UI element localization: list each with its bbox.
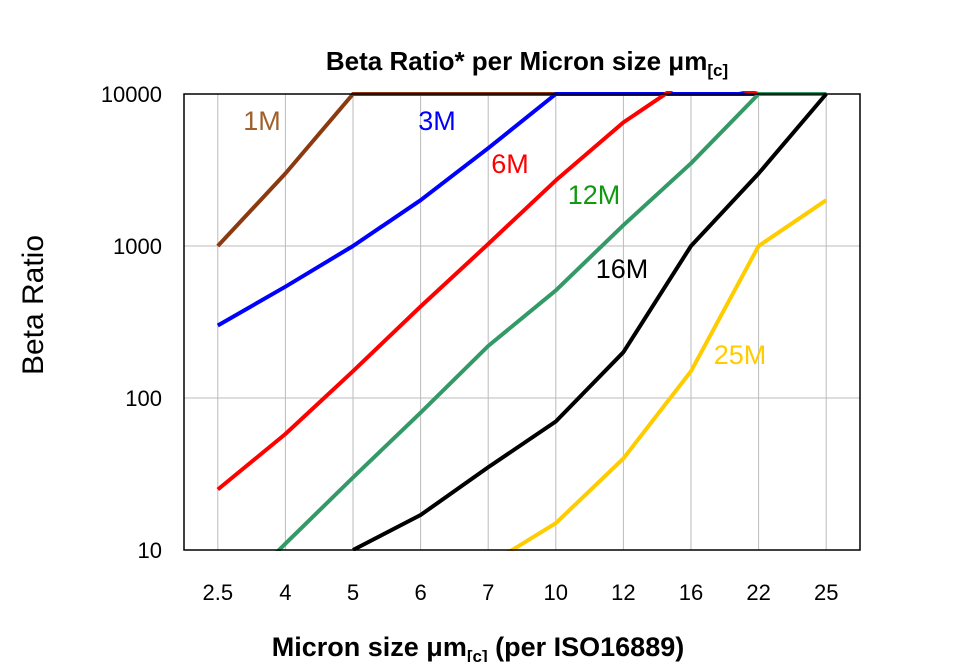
x-tick-labels: 2.5 4 5 6 7 10 12 16 22 25 xyxy=(203,580,839,605)
series-line-6M xyxy=(216,91,827,492)
y-tick-label: 100 xyxy=(125,386,162,411)
chart-title: Beta Ratio* per Micron size μm[c] xyxy=(326,46,728,80)
y-tick-label: 1000 xyxy=(113,234,162,259)
x-tick-label: 25 xyxy=(814,580,838,605)
x-tick-label: 5 xyxy=(347,580,359,605)
series-label-1M: 1M xyxy=(243,106,281,136)
x-tick-label: 7 xyxy=(482,580,494,605)
series-label-3M: 3M xyxy=(418,106,456,136)
series-label-6M: 6M xyxy=(491,149,529,179)
x-tick-label: 4 xyxy=(279,580,291,605)
x-tick-label: 22 xyxy=(746,580,770,605)
series-line-16M xyxy=(352,92,828,551)
plot-frame xyxy=(183,93,861,551)
y-tick-label: 10000 xyxy=(101,82,162,107)
series-label-12M: 12M xyxy=(568,180,621,210)
x-axis-label: Micron size μm[c] (per ISO16889) xyxy=(272,632,684,662)
y-tick-label: 10 xyxy=(138,538,162,563)
x-tick-label: 10 xyxy=(544,580,568,605)
x-tick-label: 12 xyxy=(611,580,635,605)
series-line-12M xyxy=(275,92,827,551)
series-label-16M: 16M xyxy=(596,254,649,284)
y-tick-labels: 10 100 1000 10000 xyxy=(101,82,162,563)
series-label-25M: 25M xyxy=(714,340,767,370)
x-tick-label: 6 xyxy=(414,580,426,605)
x-tick-label: 2.5 xyxy=(203,580,234,605)
series-line-25M xyxy=(506,198,828,551)
series-labels: 1M 3M 6M 12M 16M 25M xyxy=(243,106,766,370)
y-axis-label: Beta Ratio xyxy=(17,235,50,375)
x-tick-label: 16 xyxy=(679,580,703,605)
